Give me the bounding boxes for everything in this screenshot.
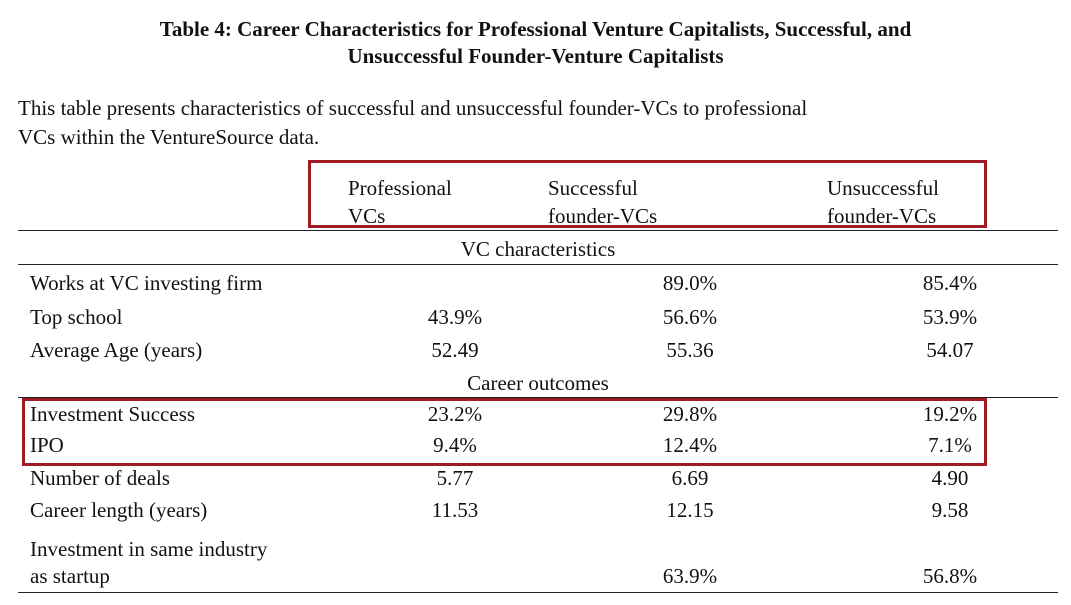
table-title-line-1: Table 4: Career Characteristics for Prof… <box>159 17 912 41</box>
table-row: Number of deals 5.77 6.69 4.90 <box>0 463 1071 493</box>
row-label-line-2: as startup <box>30 564 110 588</box>
cell-professional: 43.9% <box>427 305 483 329</box>
bottom-rule <box>18 592 1058 593</box>
cell-unsuccessful: 7.1% <box>928 433 972 457</box>
section-vc-characteristics: VC characteristics <box>460 237 616 261</box>
table-row: Top school 43.9% 56.6% 53.9% <box>0 302 1071 332</box>
cell-successful: 89.0% <box>662 271 718 295</box>
cell-successful: 12.15 <box>666 498 714 522</box>
cell-successful: 55.36 <box>666 338 714 362</box>
header-line-2: founder-VCs <box>827 204 937 228</box>
cell-unsuccessful: 19.2% <box>922 402 978 426</box>
row-label: Investment in same industry <box>30 535 267 563</box>
row-label: Number of deals <box>30 466 170 490</box>
cell-unsuccessful: 4.90 <box>931 466 969 490</box>
header-successful-founder-vcs: Successful founder-VCs <box>548 174 657 230</box>
table-caption-line-1: This table presents characteristics of s… <box>18 96 808 120</box>
header-rule <box>18 230 1058 231</box>
section-career-outcomes: Career outcomes <box>467 371 609 395</box>
row-label: Average Age (years) <box>30 338 203 362</box>
table-title: Table 4: Career Characteristics for Prof… <box>0 16 1071 70</box>
cell-successful: 63.9% <box>662 564 718 588</box>
row-label: Top school <box>30 305 123 329</box>
cell-professional: 9.4% <box>433 433 477 457</box>
header-highlight-box <box>308 160 987 228</box>
header-line-1: Professional <box>348 176 452 200</box>
cell-successful: 56.6% <box>662 305 718 329</box>
row-label: Works at VC investing firm <box>30 271 263 295</box>
cell-professional: 52.49 <box>431 338 479 362</box>
cell-professional: 5.77 <box>436 466 474 490</box>
outcomes-highlight-box <box>22 398 987 466</box>
table-row: Investment Success 23.2% 29.8% 19.2% <box>0 399 1071 429</box>
table-row: Works at VC investing firm 89.0% 85.4% <box>0 268 1071 298</box>
cell-successful: 6.69 <box>671 466 709 490</box>
row-label-line-1: Investment in same industry <box>30 537 268 561</box>
cell-professional: 23.2% <box>427 402 483 426</box>
table-caption: This table presents characteristics of s… <box>18 94 1018 152</box>
section-rule-1 <box>18 264 1058 265</box>
table-row: Average Age (years) 52.49 55.36 54.07 <box>0 335 1071 365</box>
header-professional-vcs: Professional VCs <box>348 174 452 230</box>
header-line-2: VCs <box>348 204 386 228</box>
cell-unsuccessful: 54.07 <box>926 338 974 362</box>
row-label: Investment Success <box>30 402 196 426</box>
table-title-line-2: Unsuccessful Founder-Venture Capitalists <box>347 44 724 68</box>
header-line-2: founder-VCs <box>548 204 658 228</box>
table-row: IPO 9.4% 12.4% 7.1% <box>0 430 1071 460</box>
table-row: as startup 63.9% 56.8% <box>0 561 1071 591</box>
header-line-1: Successful <box>548 176 638 200</box>
cell-unsuccessful: 9.58 <box>931 498 969 522</box>
cell-professional: 11.53 <box>431 498 479 522</box>
header-line-1: Unsuccessful <box>827 176 939 200</box>
cell-unsuccessful: 53.9% <box>922 305 978 329</box>
cell-successful: 29.8% <box>662 402 718 426</box>
cell-unsuccessful: 56.8% <box>922 564 978 588</box>
cell-successful: 12.4% <box>662 433 718 457</box>
section-rule-2 <box>18 397 1058 398</box>
table-caption-line-2: VCs within the VentureSource data. <box>18 125 320 149</box>
table-row: Career length (years) 11.53 12.15 9.58 <box>0 495 1071 525</box>
cell-unsuccessful: 85.4% <box>922 271 978 295</box>
row-label: Career length (years) <box>30 498 208 522</box>
header-unsuccessful-founder-vcs: Unsuccessful founder-VCs <box>827 174 939 230</box>
row-label: IPO <box>30 433 64 457</box>
